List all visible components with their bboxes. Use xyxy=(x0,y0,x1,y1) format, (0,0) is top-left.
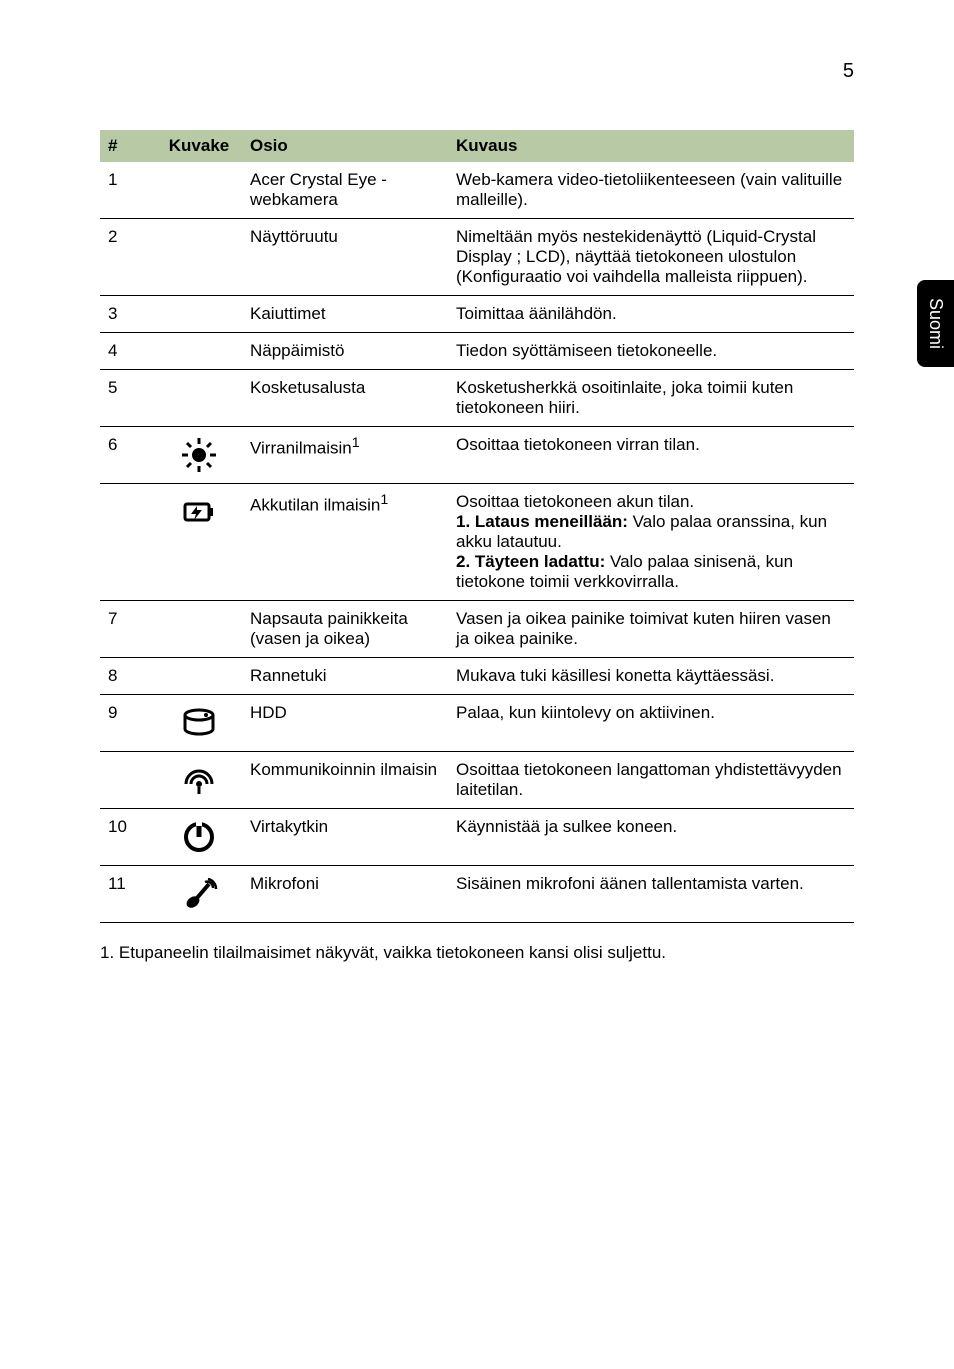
icon-empty xyxy=(156,162,242,219)
row-num: 6 xyxy=(100,427,156,484)
osio-cell: HDD xyxy=(242,695,448,752)
kuvaus-cell: Osoittaa tietokoneen akun tilan.1. Latau… xyxy=(448,484,854,601)
power-icon xyxy=(156,809,242,866)
header-osio: Osio xyxy=(242,130,448,162)
icon-empty xyxy=(156,333,242,370)
row-num: 2 xyxy=(100,219,156,296)
row-num: 8 xyxy=(100,658,156,695)
osio-cell: Näyttöruutu xyxy=(242,219,448,296)
kuvaus-cell: Vasen ja oikea painike toimivat kuten hi… xyxy=(448,601,854,658)
row-num: 5 xyxy=(100,370,156,427)
osio-cell: Kommunikoinnin ilmaisin xyxy=(242,752,448,809)
battery-icon xyxy=(156,484,242,601)
icon-empty xyxy=(156,370,242,427)
page-number: 5 xyxy=(843,60,854,83)
osio-cell: Akkutilan ilmaisin1 xyxy=(242,484,448,601)
kuvaus-cell: Käynnistää ja sulkee koneen. xyxy=(448,809,854,866)
mic-icon xyxy=(156,866,242,923)
header-kuvaus: Kuvaus xyxy=(448,130,854,162)
icon-empty xyxy=(156,296,242,333)
osio-cell: Kosketusalusta xyxy=(242,370,448,427)
osio-cell: Rannetuki xyxy=(242,658,448,695)
footnote: 1. Etupaneelin tilailmaisimet näkyvät, v… xyxy=(100,943,854,963)
kuvaus-cell: Nimeltään myös nestekidenäyttö (Liquid-C… xyxy=(448,219,854,296)
row-num: 3 xyxy=(100,296,156,333)
header-icon: Kuvake xyxy=(156,130,242,162)
icon-empty xyxy=(156,219,242,296)
osio-cell: Mikrofoni xyxy=(242,866,448,923)
kuvaus-cell: Osoittaa tietokoneen virran tilan. xyxy=(448,427,854,484)
kuvaus-cell: Web-kamera video-tietoliikenteeseen (vai… xyxy=(448,162,854,219)
row-num: 7 xyxy=(100,601,156,658)
osio-cell: Näppäimistö xyxy=(242,333,448,370)
language-tab: Suomi xyxy=(917,280,954,367)
kuvaus-cell: Osoittaa tietokoneen langattoman yhdiste… xyxy=(448,752,854,809)
osio-cell: Virranilmaisin1 xyxy=(242,427,448,484)
header-num: # xyxy=(100,130,156,162)
osio-cell: Acer Crystal Eye - webkamera xyxy=(242,162,448,219)
row-num xyxy=(100,484,156,601)
kuvaus-cell: Tiedon syöttämiseen tietokoneelle. xyxy=(448,333,854,370)
row-num: 11 xyxy=(100,866,156,923)
kuvaus-cell: Sisäinen mikrofoni äänen tallentamista v… xyxy=(448,866,854,923)
spec-table: # Kuvake Osio Kuvaus 1 Acer Crystal Eye -… xyxy=(100,130,854,923)
kuvaus-cell: Palaa, kun kiintolevy on aktiivinen. xyxy=(448,695,854,752)
icon-empty xyxy=(156,658,242,695)
light-icon xyxy=(156,427,242,484)
row-num: 4 xyxy=(100,333,156,370)
osio-cell: Virtakytkin xyxy=(242,809,448,866)
osio-cell: Kaiuttimet xyxy=(242,296,448,333)
wireless-icon xyxy=(156,752,242,809)
row-num: 9 xyxy=(100,695,156,752)
kuvaus-cell: Kosketusherkkä osoitinlaite, joka toimii… xyxy=(448,370,854,427)
row-num: 10 xyxy=(100,809,156,866)
kuvaus-cell: Toimittaa äänilähdön. xyxy=(448,296,854,333)
icon-empty xyxy=(156,601,242,658)
row-num: 1 xyxy=(100,162,156,219)
kuvaus-cell: Mukava tuki käsillesi konetta käyttäessä… xyxy=(448,658,854,695)
hdd-icon xyxy=(156,695,242,752)
osio-cell: Napsauta painikkeita (vasen ja oikea) xyxy=(242,601,448,658)
row-num xyxy=(100,752,156,809)
